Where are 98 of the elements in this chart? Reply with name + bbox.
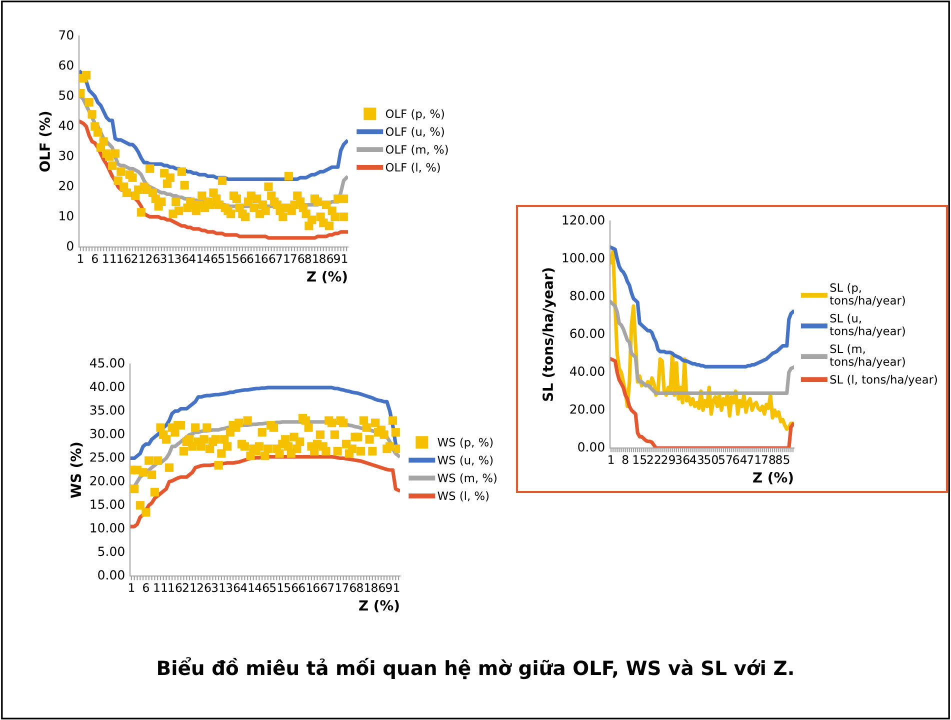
x-tick-label: 66: [262, 254, 276, 264]
y-tick-label: 60: [59, 60, 74, 70]
x-tick-label: 11: [103, 254, 116, 263]
x-tick-label: 91: [386, 583, 400, 592]
legend-label: OLF (m, %): [386, 144, 448, 156]
y-axis-title: SL (tons/ha/year): [542, 268, 556, 401]
x-tick-label: 31: [212, 583, 225, 592]
x-tick-label: 85: [776, 455, 790, 464]
x-tick-label: 1: [608, 455, 614, 464]
line-series: [610, 246, 794, 368]
x-tick-label: 56: [284, 583, 298, 592]
x-tick-label: 11: [154, 583, 167, 592]
y-tick-label: 50: [59, 90, 74, 100]
x-tick-label: 41: [240, 583, 254, 592]
y-tick-label: 40.00: [570, 366, 604, 376]
y-tick-label: 70: [59, 30, 74, 40]
x-tick-label: 1: [128, 583, 134, 592]
y-tick-label: 120.00: [562, 215, 604, 225]
x-tick-label: 16: [168, 583, 182, 592]
x-tick-label: 1: [78, 254, 84, 263]
y-tick-label: 30.00: [90, 428, 124, 438]
y-tick-label: 10.00: [90, 523, 124, 533]
x-tick-label: 26: [146, 254, 160, 264]
legend-label: SL (u, tons/ha/year): [830, 314, 905, 338]
x-tick-label: 41: [189, 254, 203, 263]
line-series: [79, 120, 348, 240]
x-tick-label: 81: [357, 583, 370, 592]
legend-label: WS (p, %): [438, 438, 493, 449]
y-tick-label: 80.00: [570, 290, 604, 300]
legend-label: WS (m, %): [438, 473, 496, 484]
y-tick-label: 5.00: [98, 546, 124, 556]
legend-label: SL (p, tons/ha/year): [830, 283, 905, 307]
x-tick-label: 36: [175, 254, 188, 264]
y-axis-title: WS (%): [70, 442, 83, 498]
y-tick-label: 10: [60, 211, 74, 220]
y-tick-label: 0.00: [98, 570, 124, 580]
x-axis-title: Z (%): [753, 472, 793, 484]
legend-label: SL (m, tons/ha/year): [830, 344, 905, 368]
y-tick-label: 40: [58, 120, 74, 130]
y-tick-label: 40.00: [90, 382, 124, 392]
x-tick-label: 51: [270, 583, 284, 592]
x-tick-label: 51: [218, 254, 232, 264]
y-tick-label: 45.00: [90, 358, 124, 368]
x-axis-title: Z (%): [307, 270, 347, 284]
x-tick-label: 57: [718, 455, 732, 464]
x-tick-label: 21: [132, 254, 145, 263]
x-tick-label: 36: [676, 455, 690, 464]
y-tick-label: 15.00: [90, 500, 124, 509]
x-tick-label: 61: [247, 254, 260, 264]
x-tick-label: 61: [298, 583, 312, 592]
x-tick-label: 76: [342, 583, 356, 592]
x-tick-label: 66: [313, 583, 327, 592]
x-tick-label: 8: [622, 455, 628, 464]
y-tick-label: 20: [59, 180, 74, 190]
x-tick-label: 86: [320, 254, 334, 264]
legend-label: OLF (l, %): [386, 162, 440, 173]
legend-label: OLF (p, %): [386, 109, 444, 120]
x-tick-label: 71: [748, 455, 761, 464]
y-tick-label: 20.00: [570, 404, 604, 414]
y-tick-label: 0: [67, 241, 74, 251]
x-tick-label: 46: [255, 583, 269, 592]
x-tick-label: 71: [276, 254, 290, 263]
x-tick-label: 43: [690, 455, 704, 464]
y-tick-label: 20.00: [90, 476, 124, 486]
y-tick-label: 0.00: [578, 442, 604, 452]
x-tick-label: 46: [204, 254, 218, 264]
legend-label: WS (l, %): [438, 491, 489, 502]
x-tick-label: 21: [182, 583, 196, 592]
y-tick-label: 30: [59, 150, 74, 160]
x-tick-label: 6: [92, 254, 98, 264]
x-tick-label: 64: [733, 455, 747, 464]
legend-label: WS (u, %): [438, 456, 493, 466]
x-tick-label: 86: [372, 583, 385, 592]
legend-label: OLF (u, %): [386, 127, 444, 138]
legend-label: SL (l, tons/ha/year): [830, 374, 937, 386]
x-tick-label: 76: [290, 254, 304, 264]
y-tick-label: 100.00: [562, 253, 604, 262]
y-tick-label: 35.00: [90, 405, 124, 415]
x-tick-label: 6: [143, 583, 149, 592]
x-tick-label: 26: [197, 583, 211, 592]
x-tick-label: 36: [226, 583, 240, 592]
x-tick-label: 29: [662, 455, 675, 464]
text: Biểu đồ miêu tả mối quan hệ mờ giữa OLF, WS và SL với Z.: [158, 657, 793, 680]
y-axis-title: OLF (%): [39, 112, 52, 172]
x-tick-label: 91: [334, 254, 348, 264]
x-tick-label: 78: [762, 455, 776, 464]
line-series: [130, 386, 400, 460]
y-tick-label: 60.00: [570, 328, 604, 338]
x-axis-title: Z (%): [359, 600, 399, 612]
x-tick-label: 15: [633, 455, 646, 464]
x-tick-label: 16: [118, 254, 131, 264]
x-tick-label: 81: [305, 254, 318, 264]
x-tick-label: 56: [232, 254, 246, 264]
y-tick-label: 25.00: [90, 452, 124, 462]
x-tick-label: 71: [328, 583, 342, 592]
x-tick-label: 31: [160, 254, 174, 264]
x-tick-label: 22: [647, 455, 660, 464]
x-tick-label: 50: [704, 455, 718, 464]
